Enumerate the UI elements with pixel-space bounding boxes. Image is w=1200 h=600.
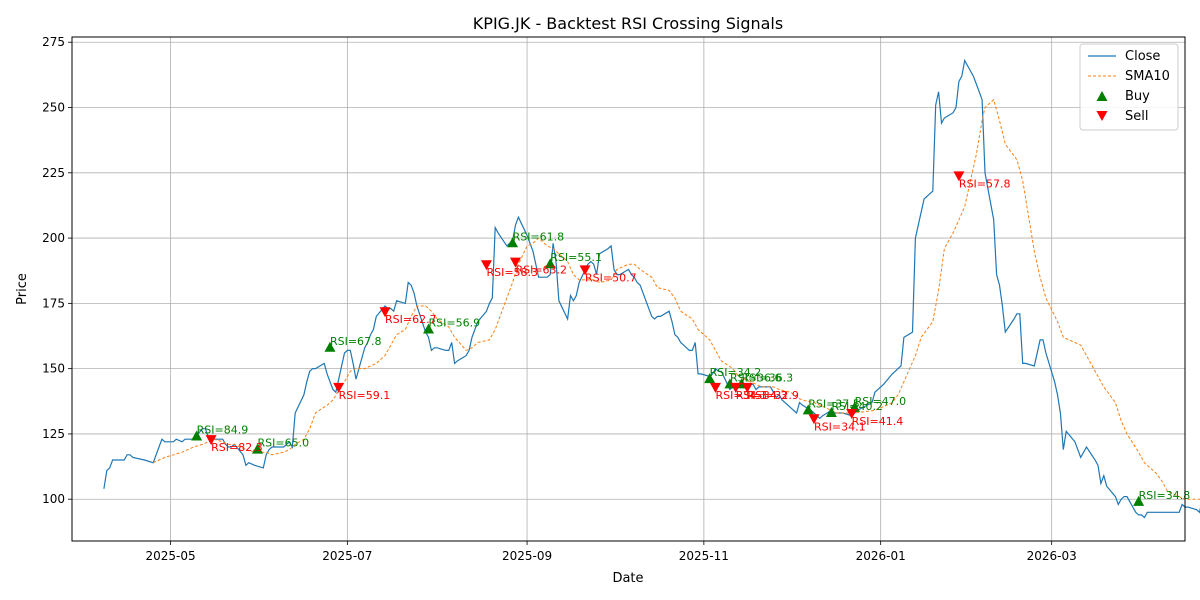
sell-signal-marker (741, 382, 753, 393)
legend-swatch-buy (1096, 91, 1108, 101)
sell-signal-label: RSI=50.7 (585, 271, 637, 284)
y-tick-label: 125 (42, 427, 65, 441)
sell-signal-marker (730, 382, 742, 393)
buy-signal-label: RSI=55.1 (550, 251, 602, 264)
sell-signal-marker (379, 307, 391, 318)
close-price-line (103, 58, 1200, 519)
sell-signal-label: RSI=62.7 (385, 313, 437, 326)
sell-signal-marker (333, 382, 345, 393)
sell-signal-label: RSI=41.4 (852, 415, 904, 428)
buy-signal-marker (507, 237, 519, 248)
axis-ticks: 2025-05 2025-07 2025-09 2025-11 2026-01 2026-… (42, 35, 1077, 563)
sell-signal-label: RSI=34.1 (814, 420, 866, 433)
buy-signal-label: RSI=36.3 (742, 371, 794, 384)
sell-signal-marker (579, 265, 591, 276)
y-tick-label: 225 (42, 166, 65, 180)
sell-signal-label: RSI=59.1 (339, 389, 391, 402)
sell-signal-marker (709, 382, 721, 393)
y-tick-label: 100 (42, 492, 65, 506)
legend-label: Close (1125, 49, 1160, 64)
y-tick-label: 250 (42, 101, 65, 115)
legend-label: Sell (1125, 109, 1148, 124)
buy-signal-label: RSI=56.9 (429, 316, 481, 329)
buy-signal-marker (252, 443, 263, 454)
x-tick-label: 2025-09 (502, 549, 552, 563)
x-tick-label: 2026-01 (856, 549, 906, 563)
buy-signal-marker (1133, 495, 1145, 506)
sell-signal-label: RSI=63.2 (515, 264, 567, 277)
x-axis-label: Date (612, 571, 643, 586)
buy-signal-marker (423, 323, 435, 334)
buy-signal-marker (802, 404, 814, 415)
legend-label: Buy (1125, 89, 1150, 104)
legend-swatch-sell (1096, 111, 1108, 121)
buy-signal-marker (191, 430, 203, 441)
buy-signal-marker (704, 373, 716, 384)
buy-signal-label: RSI=34.2 (710, 366, 762, 379)
y-tick-label: 200 (42, 231, 65, 245)
y-axis-label: Price (15, 273, 30, 305)
buy-signal-marker (544, 258, 556, 269)
buy-signal-label: RSI=61.8 (513, 230, 565, 243)
sell-signal-marker (480, 260, 492, 271)
x-tick-label: 2026-03 (1027, 549, 1077, 563)
sell-signal-label: RSI=32.9 (747, 389, 799, 402)
x-tick-label: 2025-05 (145, 549, 195, 563)
sell-signal-label: RSI=57.8 (959, 177, 1011, 190)
buy-signal-marker (324, 341, 336, 352)
sma10-line (152, 98, 1200, 500)
chart-title: KPIG.JK - Backtest RSI Crossing Signals (473, 14, 783, 33)
y-tick-label: 150 (42, 362, 65, 376)
buy-signal-label: RSI=34.8 (1139, 489, 1191, 502)
y-tick-label: 275 (42, 35, 65, 49)
sell-signal-label: RSI=34.3 (715, 389, 767, 402)
buy-signal-marker (825, 407, 837, 418)
y-tick-label: 175 (42, 296, 65, 310)
sell-signal-marker (205, 435, 217, 446)
sell-signal-marker (953, 171, 965, 182)
buy-signal-label: RSI=37.5 (808, 397, 860, 410)
sell-signal-marker (808, 414, 820, 425)
legend-label: SMA10 (1125, 69, 1170, 84)
sell-signal-label: RSI=58.3 (486, 266, 538, 279)
legend: Close SMA10 Buy Sell (1079, 43, 1179, 131)
x-tick-label: 2025-11 (679, 549, 729, 563)
buy-signal-label: RSI=67.8 (330, 335, 382, 348)
legend-box (1079, 43, 1179, 131)
sell-signal-marker (846, 409, 858, 420)
buy-signal-label: RSI=65.0 (258, 437, 310, 450)
buy-signal-label: RSI=84.9 (197, 424, 249, 437)
x-tick-label: 2025-07 (322, 549, 372, 563)
buy-signal-label: RSI=40.2 (831, 400, 883, 413)
grid (72, 37, 1185, 541)
sell-signal-label: RSI=82.3 (211, 441, 263, 454)
axes-frame (71, 36, 1186, 542)
plot-area: RSI=84.9 RSI=65.0 RSI=67.8 RSI=56.9 RSI=61.8… (103, 58, 1200, 519)
sell-signal-label: RSI=34.3 (736, 389, 788, 402)
sell-signal-marker (509, 257, 521, 268)
buy-signal-label: RSI=47.0 (855, 395, 907, 408)
